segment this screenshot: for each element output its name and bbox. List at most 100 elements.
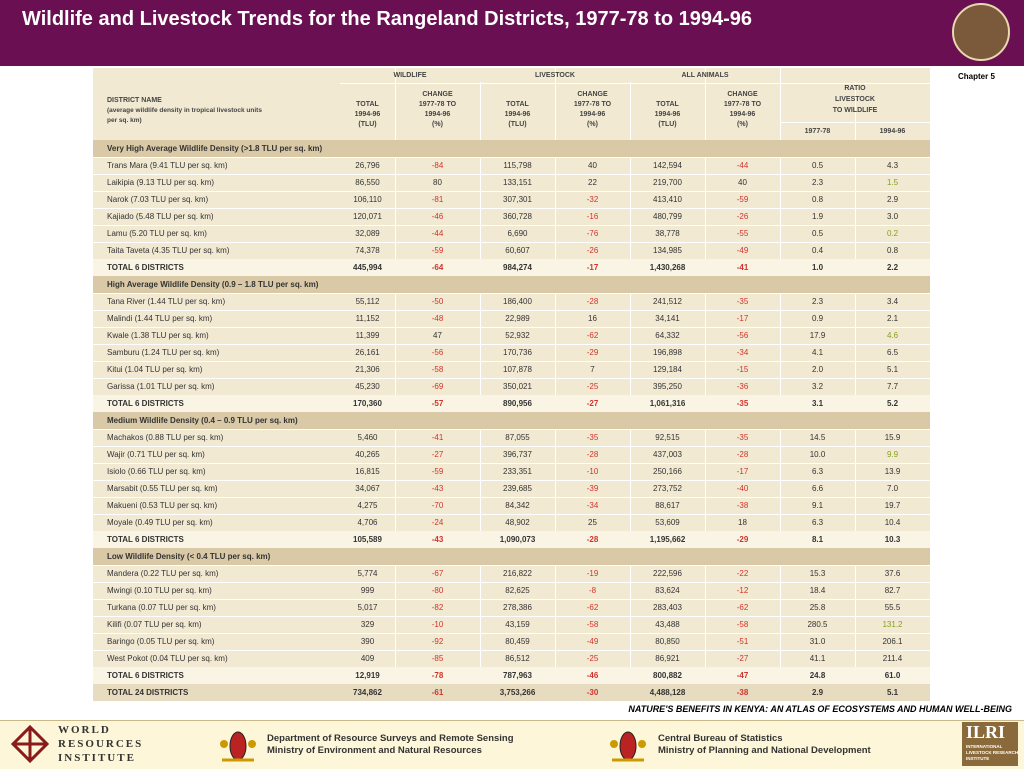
table-cell: 0.2 [886,229,899,238]
ilri-text: ILRI [966,722,1006,742]
table-cell: 31.0 [809,637,826,646]
district-name: Wajir (0.71 TLU per sq. km) [107,450,205,459]
table: WILDLIFE LIVESTOCK ALL ANIMALS DISTRICT NAM… [93,68,930,702]
total-header: TOTAL [656,101,679,108]
section-name: Low Wildlife Density (< 0.4 TLU per sq. … [107,552,271,561]
table-cell: -80 [431,586,444,595]
table-cell: 437,003 [653,450,682,459]
table-cell: 1.5 [886,178,899,187]
table-cell: -29 [586,348,599,357]
table-cell: 0.9 [811,314,824,323]
table-cell: 6.3 [811,467,824,476]
table-cell: -17 [736,314,749,323]
table-cell: 0.8 [811,195,824,204]
table-cell: -30 [586,688,599,697]
table-cell: 0.5 [811,229,824,238]
table-cell: 1,430,268 [649,263,686,272]
table-cell: 87,055 [505,433,530,442]
table-cell: -84 [431,161,444,170]
table-cell: -46 [431,212,444,221]
row-rule [93,310,930,311]
table-cell: -29 [736,535,749,544]
table-cell: 53,609 [655,518,680,527]
district-name: Isiolo (0.66 TLU per sq. km) [107,467,206,476]
district-name: Tana River (1.44 TLU per sq. km) [107,297,226,306]
table-cell: 38,778 [655,229,680,238]
change-header: (%) [432,121,443,128]
table-cell: -38 [736,501,749,510]
title-bar [0,0,1024,66]
district-name: Mandera (0.22 TLU per sq. km) [107,569,219,578]
ratio-header: RATIO [844,85,866,92]
table-cell: 80,850 [655,637,680,646]
table-cell: 3.1 [811,399,824,408]
district-name: Laikipia (9.13 TLU per sq. km) [107,178,215,187]
table-cell: 24.8 [809,671,826,680]
table-cell: 3.0 [886,212,899,221]
table-cell: -67 [431,569,444,578]
table-cell: 40 [738,178,747,187]
table-cell: 115,798 [503,161,532,170]
ilri-sub: INTERNATIONAL [966,744,1003,749]
table-cell: 5.1 [886,365,899,374]
table-cell: -43 [431,535,444,544]
group-header: WILDLIFE [393,72,427,79]
section-background [93,276,930,293]
table-cell: 47 [433,331,442,340]
table-cell: -48 [431,314,444,323]
total-header: TOTAL [506,101,529,108]
ratio-year: 1994-96 [879,128,906,135]
total-header: (TLU) [358,121,377,128]
change-header: (%) [737,121,748,128]
row-rule [93,582,930,583]
row-rule [93,514,930,515]
district-name: Kajiado (5.48 TLU per sq. km) [107,212,214,221]
table-cell: 10.0 [809,450,826,459]
table-cell: 3.4 [886,297,899,306]
table-cell: 222,596 [653,569,682,578]
table-cell: 999 [360,586,375,595]
table-cell: 278,386 [503,603,532,612]
table-cell: 2.9 [886,195,899,204]
table-cell: -58 [736,620,749,629]
table-cell: -27 [431,450,444,459]
total-header: 1994-96 [654,111,681,118]
col-separator [705,68,706,697]
table-cell: -85 [431,654,444,663]
table-cell: -76 [586,229,599,238]
table-cell: 21,306 [355,365,380,374]
table-cell: 10.3 [884,535,901,544]
table-cell: 22 [588,178,597,187]
district-name: Makueni (0.53 TLU per sq. km) [107,501,218,510]
ilri-sub: INSTITUTE [966,756,990,761]
table-cell: 19.7 [884,501,901,510]
dept-text: Ministry of Environment and Natural Reso… [267,745,482,756]
table-cell: 219,700 [653,178,682,187]
table-cell: 11,152 [355,314,380,323]
table-cell: 395,250 [653,382,682,391]
table-cell: 40,265 [355,450,380,459]
table-cell: -62 [586,603,599,612]
table-cell: 170,360 [353,399,382,408]
table-cell: 7.7 [886,382,899,391]
table-cell: -82 [431,603,444,612]
change-header: 1977-78 TO [418,101,457,108]
table-cell: 6.5 [886,348,899,357]
section-background [93,140,930,157]
col-separator [555,68,556,697]
table-cell: 7.0 [886,484,899,493]
table-cell: 2.0 [811,365,824,374]
table-cell: -35 [736,433,749,442]
table-cell: 34,067 [355,484,380,493]
table-cell: 2.3 [811,178,824,187]
table-cell: -46 [586,671,599,680]
table-cell: 480,799 [653,212,682,221]
table-cell: 233,351 [503,467,532,476]
wri-logo [10,724,50,764]
table-cell: 60,607 [505,246,530,255]
table-cell: 88,617 [655,501,680,510]
table-cell: 186,400 [503,297,532,306]
table-cell: 48,902 [505,518,530,527]
table-cell: 800,882 [653,671,682,680]
table-cell: -44 [431,229,444,238]
